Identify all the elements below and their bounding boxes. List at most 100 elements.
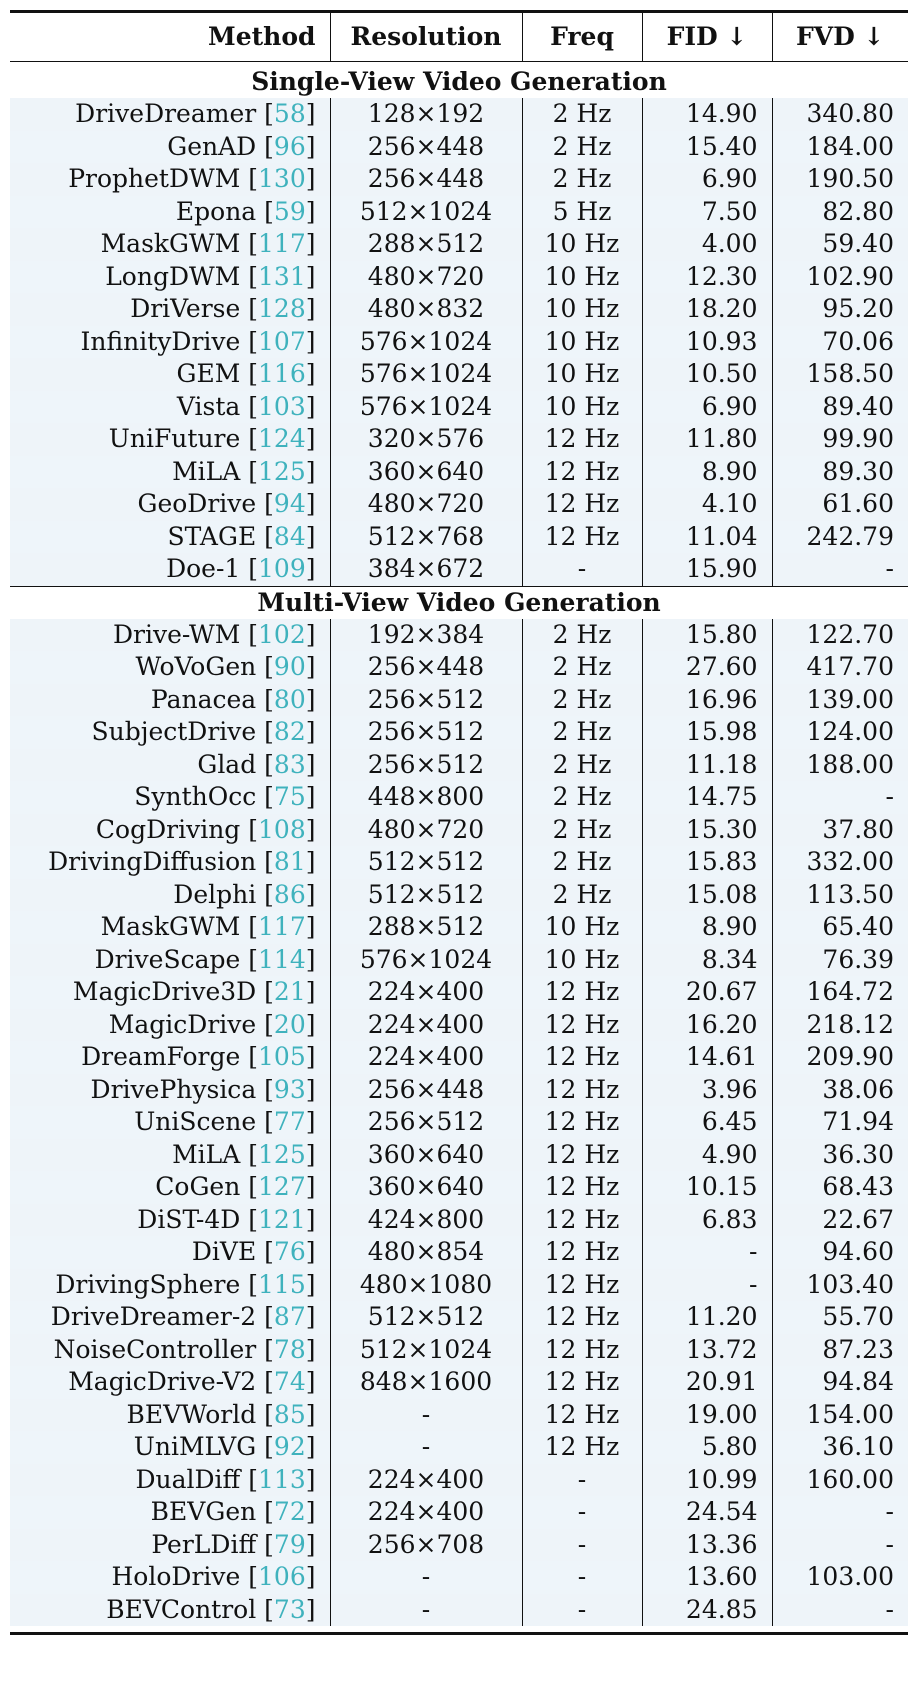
citation-link[interactable]: 85	[273, 1399, 306, 1429]
table-row: SubjectDrive [82] 256×512 2 Hz 15.98 124.00	[10, 716, 908, 749]
citation-bracket-close: ]	[305, 164, 316, 193]
citation-link[interactable]: 79	[273, 1529, 306, 1559]
citation-link[interactable]: 58	[273, 99, 306, 128]
citation-link[interactable]: 72	[273, 1497, 306, 1526]
citation-link[interactable]: 121	[258, 1204, 306, 1234]
citation-link[interactable]: 109	[258, 554, 306, 583]
cell-freq: 12 Hz	[522, 1301, 643, 1334]
citation-link[interactable]: 108	[258, 814, 306, 844]
citation-link[interactable]: 93	[273, 1074, 306, 1104]
citation-bracket-open: [	[240, 554, 259, 583]
cell-fid: 15.08	[642, 878, 773, 911]
citation-link[interactable]: 106	[258, 1562, 306, 1591]
table-row: UniMLVG [92] -12 Hz 5.80 36.10	[10, 1431, 908, 1464]
cell-freq: 2 Hz	[522, 716, 643, 749]
table-row: STAGE [84] 512×768 12 Hz 11.04 242.79	[10, 520, 908, 553]
citation-link[interactable]: 94	[273, 489, 306, 518]
method-name: LongDWM	[105, 261, 241, 291]
citation-bracket-close: ]	[305, 131, 316, 161]
citation-bracket-open: [	[240, 229, 259, 258]
citation-link[interactable]: 103	[258, 391, 306, 421]
method-name: MaskGWM	[100, 912, 241, 941]
citation-link[interactable]: 86	[273, 879, 306, 909]
citation-link[interactable]: 117	[258, 229, 306, 258]
citation-link[interactable]: 90	[273, 652, 306, 681]
cell-method: GEM [116]	[10, 358, 331, 391]
cell-freq: -	[522, 1463, 643, 1496]
citation-link[interactable]: 75	[273, 782, 306, 811]
citation-bracket-open: [	[256, 1497, 274, 1526]
citation-link[interactable]: 92	[273, 1432, 306, 1461]
citation-link[interactable]: 116	[258, 359, 306, 388]
citation-link[interactable]: 87	[273, 1302, 306, 1331]
cell-freq: -	[522, 1496, 643, 1529]
citation-link[interactable]: 84	[273, 521, 306, 551]
citation-link[interactable]: 59	[273, 196, 306, 226]
cell-freq: 2 Hz	[522, 781, 643, 814]
citation-link[interactable]: 77	[273, 1107, 306, 1136]
cell-resolution: 424×800	[330, 1203, 523, 1236]
citation-bracket-open: [	[256, 977, 274, 1006]
table-row: UniScene [77] 256×512 12 Hz 6.45 71.94	[10, 1106, 908, 1139]
cell-freq: 12 Hz	[522, 1366, 643, 1399]
citation-link[interactable]: 130	[258, 164, 306, 193]
citation-bracket-close: ]	[305, 1399, 316, 1429]
citation-link[interactable]: 73	[273, 1594, 306, 1624]
citation-link[interactable]: 125	[258, 456, 306, 486]
citation-link[interactable]: 20	[273, 1009, 306, 1039]
cell-method: Drive-WM [102]	[10, 618, 331, 651]
citation-link[interactable]: 125	[258, 1139, 306, 1169]
citation-link[interactable]: 105	[258, 1042, 306, 1071]
table-row: DrivingSphere [115] 480×1080 12 Hz -103.40	[10, 1268, 908, 1301]
citation-link[interactable]: 81	[273, 847, 306, 876]
cell-freq: 2 Hz	[522, 878, 643, 911]
cell-fid: 13.60	[642, 1561, 773, 1594]
cell-fid: 8.90	[642, 455, 773, 488]
citation-link[interactable]: 117	[258, 912, 306, 941]
citation-link[interactable]: 83	[273, 749, 306, 779]
cell-fid: 8.34	[642, 943, 773, 976]
cell-fvd: 94.84	[772, 1366, 908, 1399]
cell-method: DrivePhysica [93]	[10, 1073, 331, 1106]
citation-link[interactable]: 82	[273, 717, 306, 746]
cell-method: MaskGWM [117]	[10, 911, 331, 944]
citation-link[interactable]: 114	[258, 944, 306, 974]
method-name: MagicDrive3D	[72, 977, 257, 1006]
citation-bracket-close: ]	[305, 782, 316, 811]
cell-fid: 20.67	[642, 976, 773, 1009]
cell-fvd: 124.00	[772, 716, 908, 749]
cell-resolution: 224×400	[330, 1041, 523, 1074]
citation-link[interactable]: 131	[258, 261, 306, 291]
table-row: DriveDreamer-2 [87] 512×512 12 Hz 11.20 55.7…	[10, 1301, 908, 1334]
cell-method: WoVoGen [90]	[10, 651, 331, 684]
citation-link[interactable]: 128	[258, 294, 306, 323]
citation-link[interactable]: 113	[258, 1464, 306, 1494]
citation-link[interactable]: 76	[273, 1237, 306, 1266]
cell-freq: 12 Hz	[522, 1236, 643, 1269]
cell-method: PerLDiff [79]	[10, 1528, 331, 1561]
citation-link[interactable]: 107	[258, 326, 306, 356]
citation-link[interactable]: 96	[273, 131, 306, 161]
citation-bracket-close: ]	[305, 847, 316, 876]
citation-link[interactable]: 80	[273, 684, 306, 714]
citation-bracket-close: ]	[305, 814, 316, 844]
cell-fvd: -	[772, 1593, 908, 1626]
citation-bracket-open: [	[240, 944, 259, 974]
table-row: Glad [83] 256×512 2 Hz 11.18 188.00	[10, 748, 908, 781]
cell-freq: 2 Hz	[522, 618, 643, 651]
citation-link[interactable]: 127	[258, 1172, 306, 1201]
citation-bracket-open: [	[256, 1334, 274, 1364]
citation-link[interactable]: 124	[258, 424, 306, 453]
section-title: Single-View Video Generation	[251, 67, 667, 96]
cell-resolution: 576×1024	[330, 390, 523, 423]
cell-method: DiVE [76]	[10, 1236, 331, 1269]
citation-link[interactable]: 78	[273, 1334, 306, 1364]
citation-link[interactable]: 102	[258, 619, 306, 649]
table-row: Doe-1 [109] 384×672-15.90-	[10, 553, 908, 586]
citation-link[interactable]: 74	[273, 1367, 306, 1396]
citation-link[interactable]: 115	[258, 1269, 306, 1299]
citation-link[interactable]: 21	[273, 977, 306, 1006]
cell-method: Epona [59]	[10, 195, 331, 228]
cell-resolution: 256×708	[330, 1528, 523, 1561]
citation-bracket-open: [	[256, 1594, 274, 1624]
